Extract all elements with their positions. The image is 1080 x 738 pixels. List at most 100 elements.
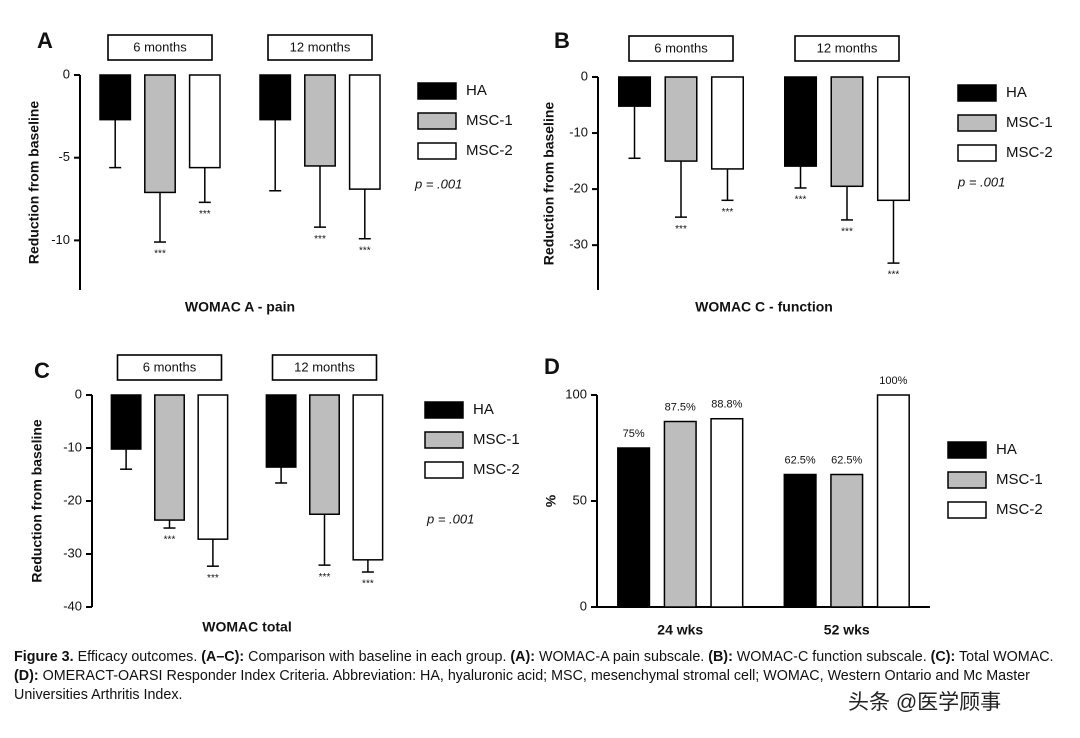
bar: [265, 394, 297, 468]
significance: ***: [207, 573, 219, 584]
caption-part: Figure 3.: [14, 649, 74, 665]
significance: ***: [675, 224, 687, 235]
legend-swatch: [417, 142, 457, 160]
legend-label: MSC-1: [466, 112, 513, 129]
y-axis-label: Reduction from baseline: [26, 101, 42, 265]
bar: [197, 394, 229, 540]
bar: [784, 76, 818, 167]
y-tick-label: 100: [565, 386, 587, 401]
group-box: [794, 35, 900, 62]
caption-part: WOMAC-C function subscale.: [732, 649, 931, 665]
caption-part: (B):: [708, 649, 733, 665]
bar: [876, 394, 910, 608]
bar: [830, 76, 864, 188]
y-tick-label: -30: [569, 237, 588, 252]
panel-letter: D: [544, 354, 560, 379]
legend-swatch: [424, 401, 464, 419]
bar: [110, 394, 142, 450]
significance: ***: [199, 209, 211, 220]
legend-swatch: [947, 501, 987, 519]
bar: [617, 447, 651, 608]
caption-part: Efficacy outcomes.: [73, 649, 202, 665]
caption-part: (C):: [930, 649, 956, 665]
value-label: 100%: [879, 375, 907, 387]
legend-swatch: [957, 114, 997, 132]
bar: [710, 76, 745, 170]
y-tick-label: -10: [51, 232, 70, 247]
bar: [830, 473, 864, 608]
caption-part: (D):: [14, 668, 39, 684]
bar: [304, 74, 336, 167]
legend-swatch: [424, 431, 464, 449]
caption-part: (A):: [510, 649, 535, 665]
bar: [309, 394, 340, 515]
legend-label: MSC-2: [466, 142, 513, 159]
value-label: 62.5%: [785, 454, 816, 466]
group-box: [628, 35, 734, 62]
significance: ***: [359, 245, 371, 256]
legend-swatch: [957, 144, 997, 162]
category-label: 24 wks: [657, 622, 703, 638]
legend-label: HA: [1006, 84, 1027, 101]
value-label: 87.5%: [665, 401, 696, 413]
bar: [663, 420, 697, 608]
y-tick-label: 0: [75, 386, 82, 401]
category-label: 12 months: [817, 40, 878, 55]
significance: ***: [164, 535, 176, 546]
legend-label: MSC-2: [996, 501, 1043, 518]
panel-letter: C: [34, 358, 50, 383]
legend-label: HA: [996, 441, 1017, 458]
x-axis-label: WOMAC total: [202, 619, 291, 635]
bar: [144, 74, 176, 194]
y-tick-label: 0: [580, 598, 587, 613]
legend-label: MSC-2: [1006, 144, 1053, 161]
y-tick-label: -30: [63, 545, 82, 560]
y-axis-label: Reduction from baseline: [29, 419, 45, 583]
caption-part: Total WOMAC.: [955, 649, 1054, 665]
y-tick-label: -10: [63, 439, 82, 454]
y-tick-label: -20: [569, 181, 588, 196]
group-box: [107, 34, 213, 61]
value-label: 88.8%: [711, 399, 742, 411]
y-axis-label: %: [543, 494, 559, 507]
panel-letter: B: [554, 28, 570, 53]
bar: [618, 76, 652, 107]
category-label: 12 months: [294, 359, 355, 374]
bar: [710, 417, 744, 608]
bar: [783, 473, 817, 608]
legend-label: MSC-2: [473, 461, 520, 478]
category-label: 52 wks: [824, 622, 870, 638]
legend-label: MSC-1: [473, 431, 520, 448]
group-box: [267, 34, 373, 61]
legend-swatch: [424, 461, 464, 479]
bar: [259, 74, 292, 121]
x-axis-label: WOMAC C - function: [695, 299, 833, 315]
legend-swatch: [417, 112, 457, 130]
legend-swatch: [957, 84, 997, 102]
legend-swatch: [947, 471, 987, 489]
y-tick-label: -40: [63, 598, 82, 613]
x-axis-label: WOMAC A - pain: [185, 299, 295, 315]
bar: [348, 74, 381, 190]
significance: ***: [841, 227, 853, 238]
bar: [664, 76, 698, 162]
category-label: 6 months: [654, 40, 708, 55]
y-axis-label: Reduction from baseline: [541, 102, 557, 266]
y-tick-label: -10: [569, 124, 588, 139]
legend-label: HA: [466, 82, 487, 99]
caption-part: (A–C):: [201, 649, 245, 665]
y-tick-label: 0: [63, 66, 70, 81]
annotation: p = .001: [414, 176, 462, 191]
category-label: 6 months: [143, 359, 197, 374]
group-box: [271, 354, 378, 381]
y-tick-label: -20: [63, 492, 82, 507]
caption: Figure 3. Efficacy outcomes. (A–C): Comp…: [14, 648, 1066, 705]
significance: ***: [314, 234, 326, 245]
y-tick-label: 0: [581, 68, 588, 83]
bar: [154, 394, 185, 521]
watermark: 头条 @医学顾事: [848, 691, 1002, 714]
annotation: p = .001: [957, 174, 1005, 189]
legend-swatch: [417, 82, 457, 100]
bar: [352, 394, 384, 561]
